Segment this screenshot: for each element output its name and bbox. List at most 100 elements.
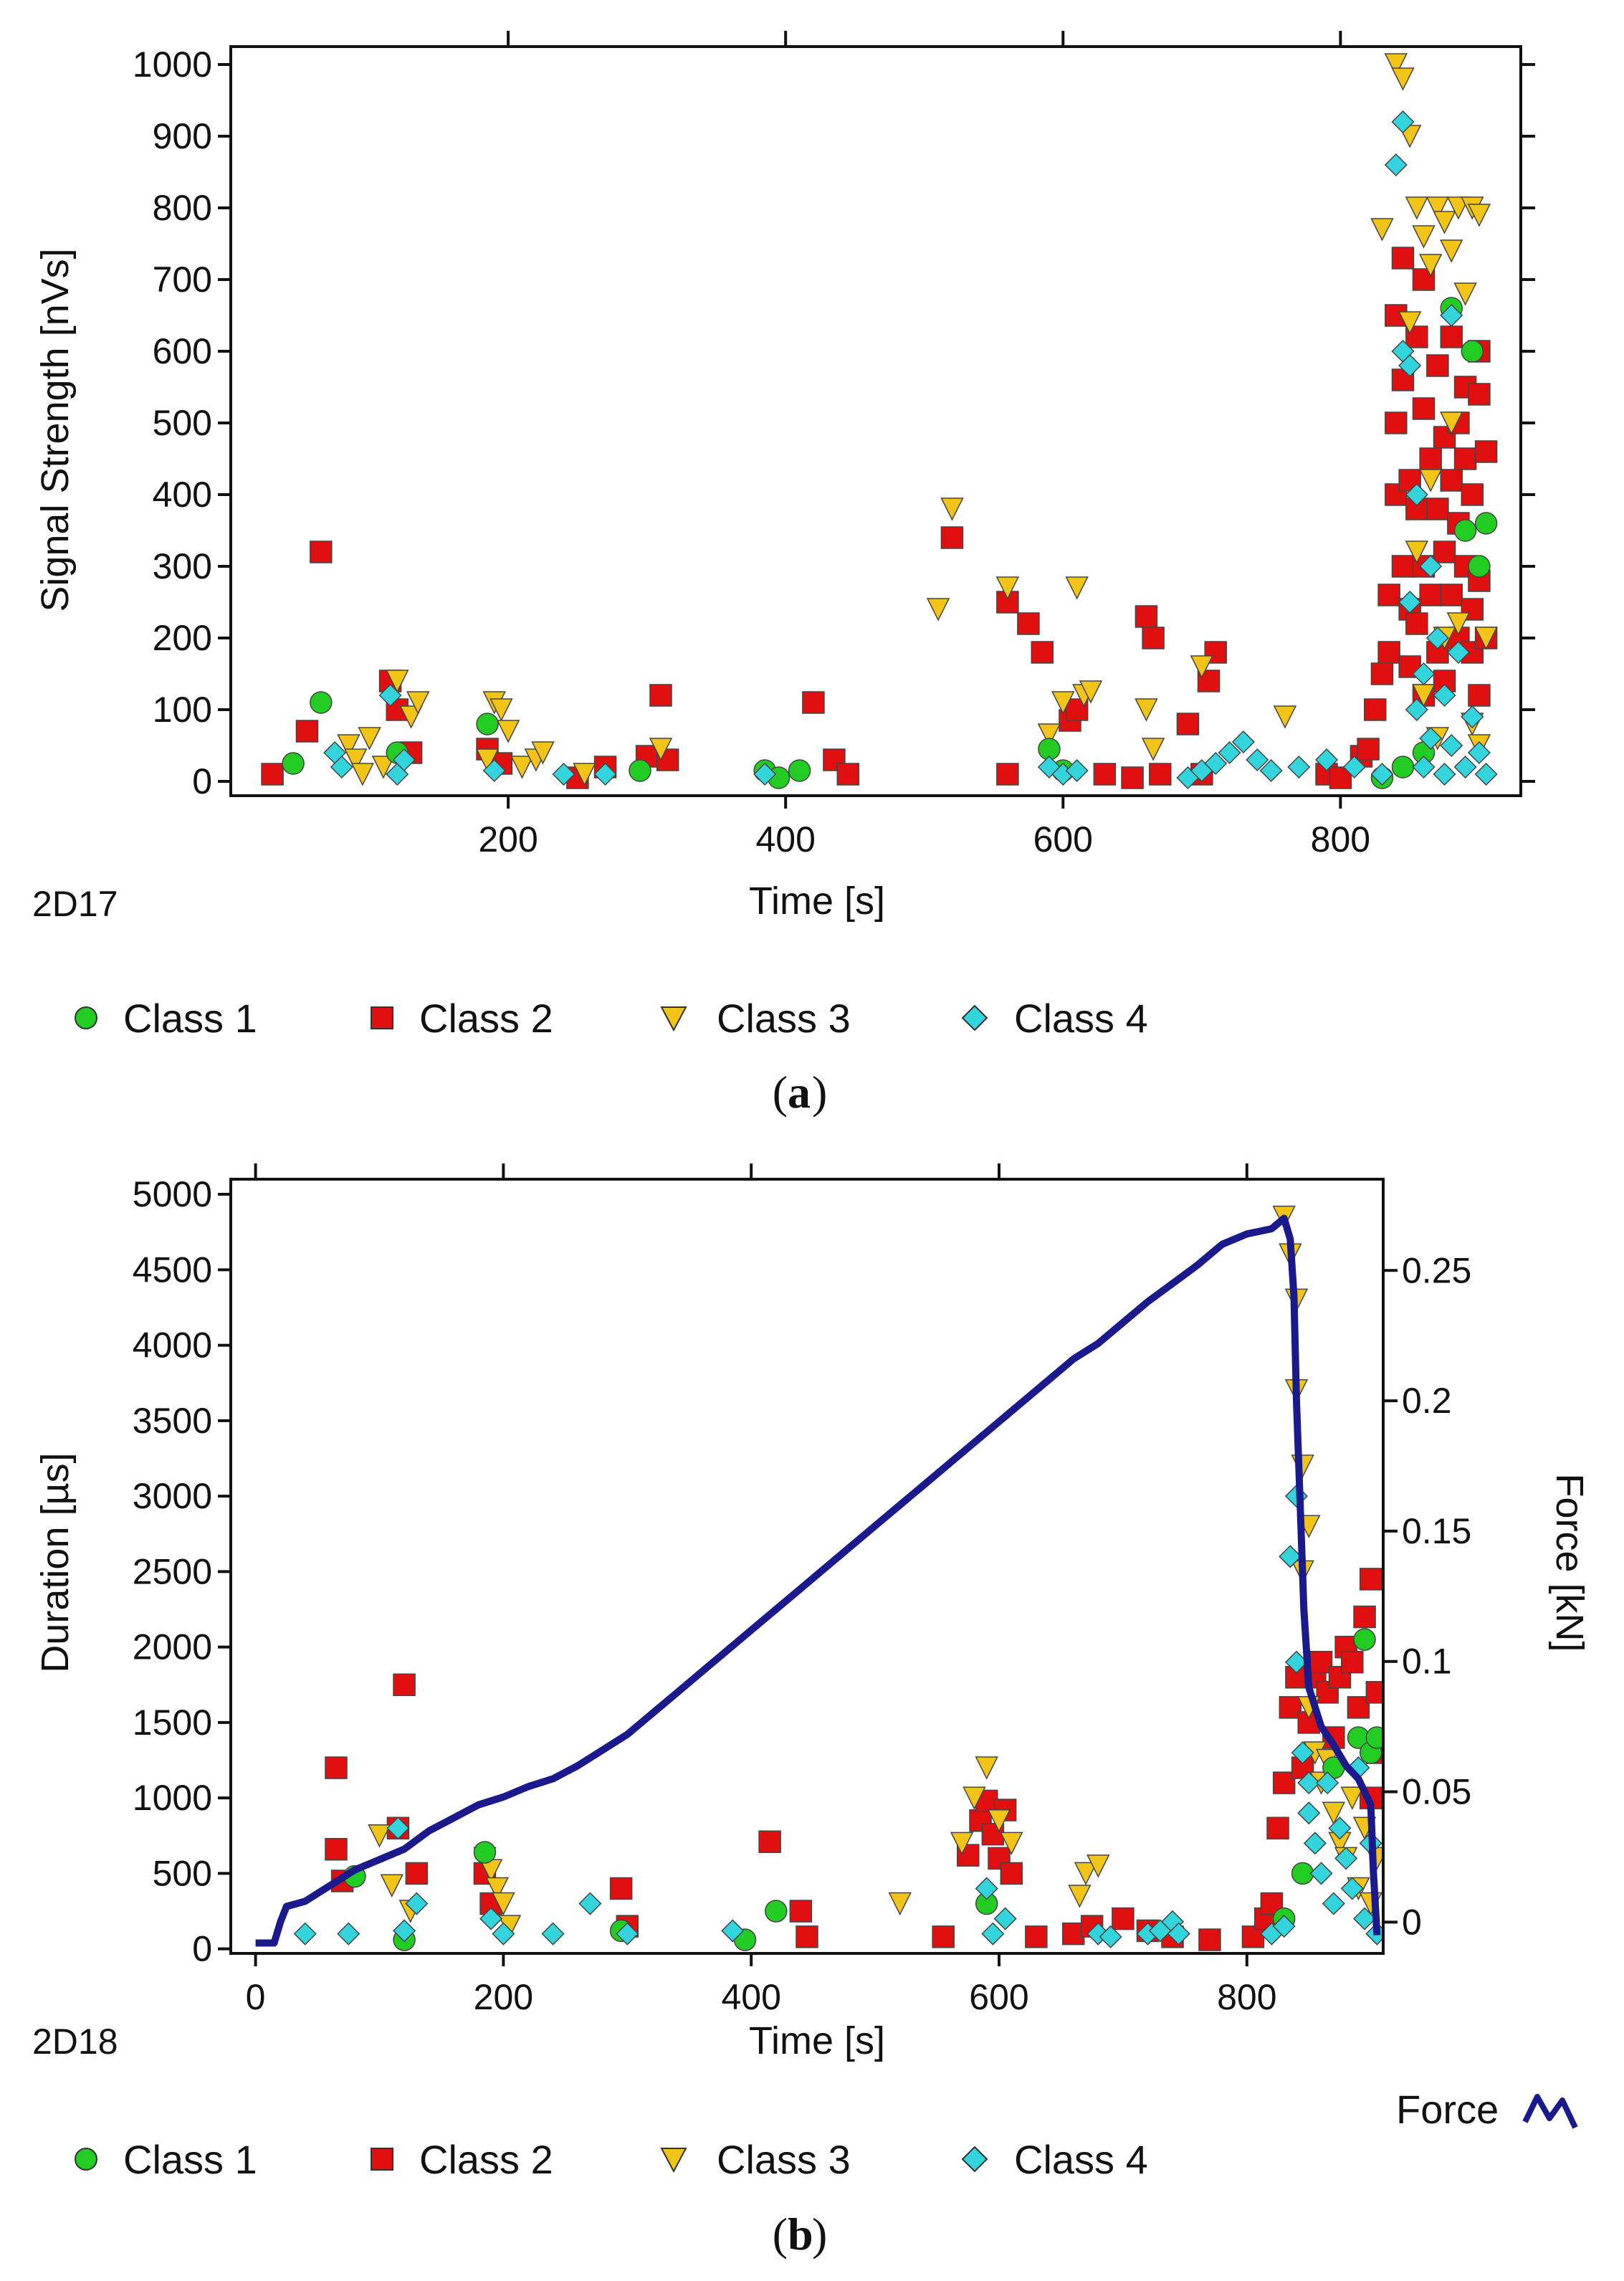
chart-a-point <box>1419 447 1442 470</box>
chart-b-ytick-label: 1000 <box>133 1778 212 1818</box>
chart-b-point <box>1272 1915 1296 1938</box>
chart-b-point <box>1297 1771 1321 1795</box>
chart-a-point <box>1176 713 1200 735</box>
chart-b-point <box>1303 1832 1327 1855</box>
chart-a-ytick-label: 800 <box>153 188 212 228</box>
chart-a-point <box>940 497 964 521</box>
chart-a-point <box>1412 225 1436 249</box>
chart-a-point <box>386 670 409 693</box>
chart-a-point <box>531 741 555 765</box>
chart-b-frame <box>229 1178 1385 1955</box>
chart-b-ytick-label: 5000 <box>133 1174 212 1214</box>
force-legend: Force <box>1396 2087 1578 2132</box>
chart-a-point <box>552 762 575 786</box>
chart-b-ytick-label: 4500 <box>133 1249 212 1290</box>
chart-b-axes: 0 200 400 600 800 0 500 1000 1500 2000 2500 3000 350… <box>133 1163 1471 2017</box>
chart-b-point <box>386 1816 410 1840</box>
chart-a-ytick-label: 0 <box>192 761 212 801</box>
chart-a-point <box>1231 730 1255 754</box>
legend-b-class2-label: Class 2 <box>419 2137 553 2182</box>
chart-a-point <box>1453 755 1477 779</box>
chart-b-xtick-label: 200 <box>474 1977 533 2017</box>
chart-b-xtick-label: 400 <box>721 1977 780 2017</box>
chart-b-marks <box>255 1205 1383 1951</box>
chart-a-ytick-label: 1000 <box>133 44 212 85</box>
caption-b: ( b ) <box>773 2209 828 2259</box>
chart-a-point <box>295 720 319 743</box>
chart-a-series-class3 <box>337 53 1498 786</box>
chart-a-point <box>476 713 499 735</box>
chart-a-ytick-label: 900 <box>153 116 212 156</box>
chart-b-ytick-label: 3500 <box>133 1401 212 1441</box>
chart-a-panel-tag: 2D17 <box>32 884 118 924</box>
chart-b-point <box>1167 1922 1190 1946</box>
chart-a-point <box>1093 763 1117 786</box>
chart-b-point <box>1272 1771 1296 1794</box>
chart-a-point <box>1405 612 1428 635</box>
chart-b-point <box>1322 1801 1346 1825</box>
caption-a-letter: a <box>788 1067 811 1118</box>
chart-a-point <box>649 684 672 707</box>
chart-a-point <box>1204 751 1228 776</box>
chart-a-point <box>1433 211 1456 234</box>
chart-a-point <box>1419 584 1442 606</box>
chart-a-point <box>1135 698 1158 722</box>
chart-a-point <box>337 734 360 758</box>
chart-b-point <box>981 1922 1005 1946</box>
svg-text:(: ( <box>773 1067 788 1118</box>
legend-b-class4-label: Class 4 <box>1014 2137 1148 2182</box>
chart-a-point <box>1273 705 1297 729</box>
chart-b-point <box>1353 1907 1377 1930</box>
chart-b-point <box>1353 1628 1376 1651</box>
chart-a-point <box>1446 612 1471 636</box>
chart-b-point <box>405 1892 429 1915</box>
legend-a-class4-marker <box>961 1004 988 1032</box>
chart-a-point <box>1461 705 1484 729</box>
chart-a-point <box>1364 698 1387 721</box>
chart-b-point <box>393 1919 416 1943</box>
legend-a: Class 1 Class 2 Class 3 Class 4 <box>75 996 1148 1041</box>
chart-a-point <box>1259 758 1283 783</box>
chart-b-point <box>1198 1928 1221 1951</box>
chart-a-point <box>1204 641 1227 664</box>
chart-b-point <box>405 1862 429 1885</box>
chart-a-point <box>995 576 1020 600</box>
chart-a-point <box>343 748 368 772</box>
chart-a-point <box>788 759 811 782</box>
chart-a-point <box>1467 741 1491 765</box>
chart-b-series-class3 <box>368 1205 1383 1938</box>
chart-b-point <box>1279 1696 1302 1719</box>
chart-a-point <box>1385 411 1408 434</box>
chart-b-xtick-label: 600 <box>969 1977 1028 2017</box>
chart-a-point <box>1412 397 1436 420</box>
chart-a-series-class2 <box>261 247 1498 789</box>
chart-a-point <box>1391 756 1415 778</box>
chart-a-point <box>1287 755 1311 779</box>
chart-a-point <box>371 756 396 779</box>
chart-b-point <box>789 1900 813 1923</box>
legend-a-class2-label: Class 2 <box>419 996 553 1041</box>
chart-b-point <box>368 1824 391 1848</box>
chart-b-ytick-label: 2500 <box>133 1551 212 1591</box>
chart-a-point <box>1398 353 1422 378</box>
chart-a-point <box>475 748 500 772</box>
chart-a-point <box>358 727 381 751</box>
legend-b-class2-marker <box>371 2148 393 2171</box>
chart-a-point <box>1405 541 1429 564</box>
chart-b-point <box>1025 1925 1048 1948</box>
chart-a-point <box>593 762 617 786</box>
chart-a-ytick-label: 200 <box>153 618 212 658</box>
chart-a-point <box>1467 204 1491 227</box>
legend-b: Class 1 Class 2 Class 3 Class 4 <box>75 2137 1148 2182</box>
chart-a-point <box>1440 239 1463 263</box>
chart-b-point <box>1328 1816 1352 1840</box>
chart-a-point <box>1426 497 1449 520</box>
chart-a-point <box>1037 723 1061 747</box>
chart-a-point <box>1446 640 1470 665</box>
chart-b-point <box>1086 1854 1110 1878</box>
chart-a: 200 400 600 800 0 100 200 300 400 500 600 700 800 900… <box>32 31 1535 924</box>
chart-a-point <box>1149 763 1172 786</box>
chart-a-point <box>310 691 333 714</box>
chart-a-xtick-label: 200 <box>478 819 538 859</box>
